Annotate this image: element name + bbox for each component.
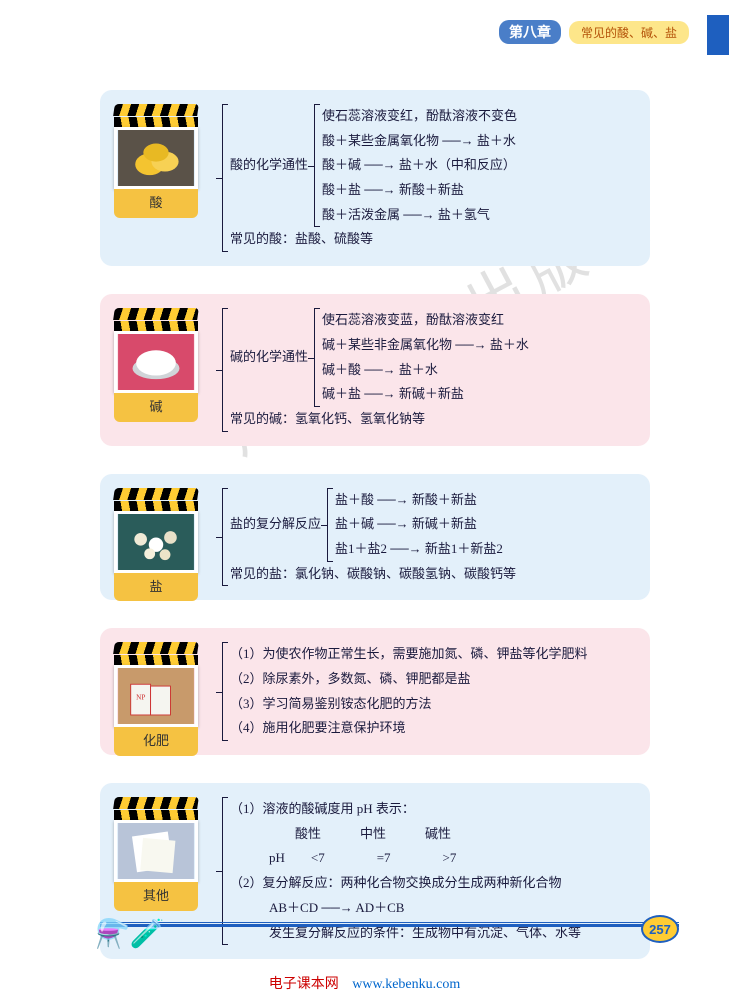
line: （2）除尿素外，多数氮、磷、钾肥都是盐 — [230, 667, 634, 692]
card-label: 其他 — [114, 882, 198, 911]
thumbnail: NP — [114, 665, 198, 727]
line: 碱＋酸 ──→ 盐＋水 — [322, 358, 529, 383]
tail-line: 常见的酸：盐酸、硫酸等 — [230, 227, 634, 252]
thumbnail — [114, 127, 198, 189]
side-bar — [707, 15, 729, 55]
line: 使石蕊溶液变蓝，酚酞溶液变红 — [322, 308, 529, 333]
card-酸: 酸 酸的化学通性 使石蕊溶液变红，酚酞溶液不变色酸＋某些金属氧化物 ──→ 盐＋… — [100, 90, 650, 266]
card-label: 盐 — [114, 573, 198, 602]
icon-box: 盐 — [114, 488, 198, 602]
thumbnail — [114, 511, 198, 573]
chapter-badge: 第八章 — [499, 20, 561, 44]
chapter-title: 常见的酸、碱、盐 — [569, 21, 689, 44]
card-化肥: NP 化肥 （1）为使农作物正常生长，需要施加氮、磷、钾盐等化学肥料（2）除尿素… — [100, 628, 650, 755]
line: 酸＋某些金属氧化物 ──→ 盐＋水 — [322, 129, 517, 154]
footer-divider — [100, 922, 679, 927]
line: pH <7 =7 >7 — [230, 846, 634, 871]
clapper-icon — [114, 797, 198, 820]
line: 碱＋盐 ──→ 新碱＋新盐 — [322, 382, 529, 407]
page-number: 257 — [641, 915, 679, 943]
line: （2）复分解反应：两种化合物交换成分生成两种新化合物 — [230, 871, 634, 896]
line: （1）溶液的酸碱度用 pH 表示： — [230, 797, 634, 822]
thumbnail — [114, 820, 198, 882]
line: 使石蕊溶液变红，酚酞溶液不变色 — [322, 104, 517, 129]
line: 酸＋碱 ──→ 盐＋水（中和反应） — [322, 153, 517, 178]
footer-site-name: 电子课本网 — [269, 977, 339, 992]
line: 碱＋某些非金属氧化物 ──→ 盐＋水 — [322, 333, 529, 358]
card-label: 碱 — [114, 393, 198, 422]
line: 盐＋碱 ──→ 新碱＋新盐 — [335, 512, 503, 537]
line: 酸＋盐 ──→ 新酸＋新盐 — [322, 178, 517, 203]
main-label: 酸的化学通性 — [230, 104, 308, 227]
tail-line: 常见的碱：氢氧化钙、氢氧化钠等 — [230, 407, 634, 432]
card-label: 化肥 — [114, 727, 198, 756]
card-盐: 盐 盐的复分解反应 盐＋酸 ──→ 新酸＋新盐盐＋碱 ──→ 新碱＋新盐盐1＋盐… — [100, 474, 650, 601]
thumbnail — [114, 331, 198, 393]
main-label: 盐的复分解反应 — [230, 488, 321, 562]
footer-url: www.kebenku.com — [352, 977, 460, 992]
line: 酸性 中性 碱性 — [230, 822, 634, 847]
line: AB＋CD ──→ AD＋CB — [230, 896, 634, 921]
line: 盐＋酸 ──→ 新酸＋新盐 — [335, 488, 503, 513]
card-label: 酸 — [114, 189, 198, 218]
line: （3）学习简易鉴别铵态化肥的方法 — [230, 692, 634, 717]
main-label: 碱的化学通性 — [230, 308, 308, 407]
line: （4）施用化肥要注意保护环境 — [230, 716, 634, 741]
icon-box: 碱 — [114, 308, 198, 422]
page-header: 第八章 常见的酸、碱、盐 — [499, 20, 689, 44]
svg-text:NP: NP — [136, 694, 145, 702]
icon-box: 其他 — [114, 797, 198, 911]
icon-box: 酸 — [114, 104, 198, 218]
footer-text: 电子课本网 www.kebenku.com — [0, 973, 729, 993]
tail-line: 常见的盐：氯化钠、碳酸钠、碳酸氢钠、碳酸钙等 — [230, 562, 634, 587]
icon-box: NP 化肥 — [114, 642, 198, 756]
clapper-icon — [114, 488, 198, 511]
card-其他: 其他 （1）溶液的酸碱度用 pH 表示： 酸性 中性 碱性 pH <7 =7 >… — [100, 783, 650, 959]
content-area: 酸 酸的化学通性 使石蕊溶液变红，酚酞溶液不变色酸＋某些金属氧化物 ──→ 盐＋… — [100, 90, 650, 987]
clapper-icon — [114, 104, 198, 127]
flask-icon: ⚗️🧪 — [95, 917, 165, 951]
line: （1）为使农作物正常生长，需要施加氮、磷、钾盐等化学肥料 — [230, 642, 634, 667]
clapper-icon — [114, 642, 198, 665]
clapper-icon — [114, 308, 198, 331]
card-碱: 碱 碱的化学通性 使石蕊溶液变蓝，酚酞溶液变红碱＋某些非金属氧化物 ──→ 盐＋… — [100, 294, 650, 445]
line: 盐1＋盐2 ──→ 新盐1＋新盐2 — [335, 537, 503, 562]
line: 酸＋活泼金属 ──→ 盐＋氢气 — [322, 203, 517, 228]
